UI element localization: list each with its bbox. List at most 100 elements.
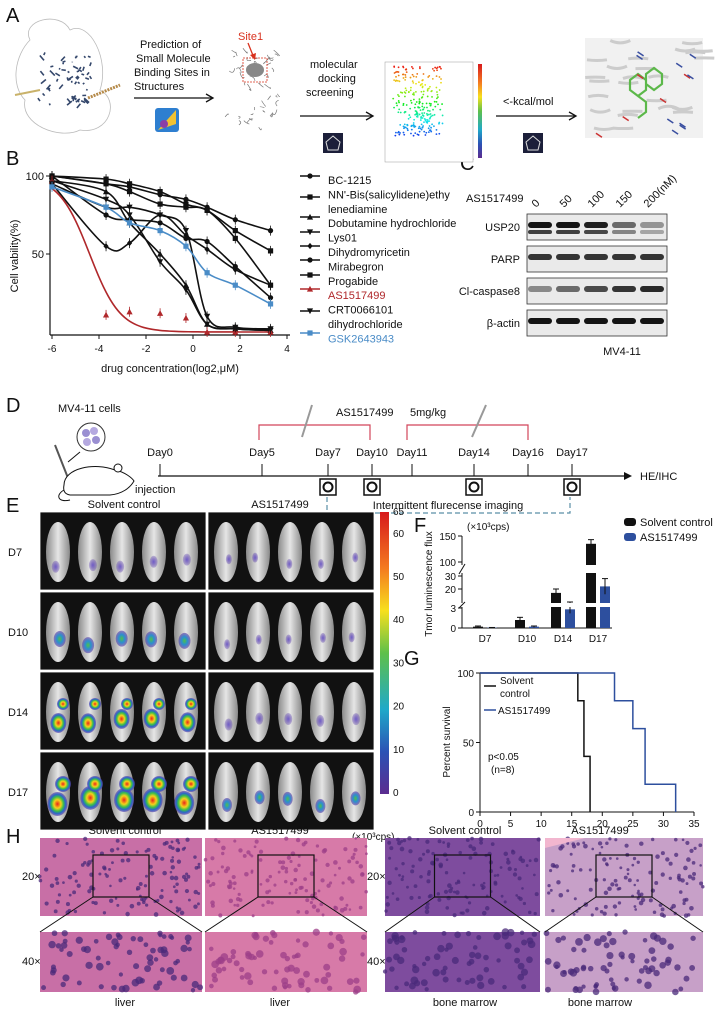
scatter-point — [410, 101, 413, 104]
cell-nucleus — [327, 942, 335, 950]
panel-label-b: B — [6, 148, 19, 170]
cell-nucleus — [610, 882, 615, 887]
cell-nucleus — [396, 837, 400, 842]
cell-nucleus — [215, 967, 223, 974]
cell-nucleus — [566, 889, 570, 893]
scatter-point — [427, 87, 430, 90]
mouse-silhouette — [246, 522, 270, 582]
camera-frame — [319, 478, 337, 496]
protein-helix — [76, 76, 80, 80]
b-legend-item-5: Mirabegron — [300, 257, 384, 273]
g-y-tick-label: 50 — [463, 739, 475, 750]
cell-nucleus — [343, 847, 348, 852]
cell-nucleus — [397, 956, 405, 965]
docking-ribbon — [589, 108, 611, 114]
cell-nucleus — [493, 932, 501, 941]
mouse-silhouette — [342, 682, 366, 742]
f-axis-break — [458, 565, 614, 573]
cell-nucleus — [619, 866, 623, 870]
scatter-point — [418, 98, 421, 101]
scatter-point — [393, 66, 396, 68]
cell-nucleus — [358, 905, 363, 910]
histology-image — [385, 932, 540, 992]
g-y-tick-label: 100 — [457, 669, 474, 680]
luminescence-signal — [185, 698, 197, 710]
protein-helix — [50, 65, 54, 68]
g-legend-label: control — [500, 689, 530, 700]
cell-nucleus — [294, 891, 298, 895]
structure-ribbon — [261, 100, 266, 107]
cell-nucleus — [93, 938, 99, 944]
cell-nucleus — [197, 902, 200, 906]
cell-nucleus — [627, 878, 632, 883]
cell-nucleus — [194, 865, 199, 870]
cell-nucleus — [170, 858, 175, 863]
cell-nucleus — [401, 861, 405, 866]
cell-nucleus — [87, 860, 92, 865]
cell-nucleus — [228, 881, 233, 886]
b-legend-item-0: BC-1215 — [300, 173, 371, 187]
cell-nucleus — [571, 946, 577, 953]
cell-nucleus — [57, 893, 62, 897]
b-data-point — [232, 235, 238, 241]
cell-nucleus — [111, 938, 119, 946]
cell-nucleus — [212, 976, 219, 983]
cell-nucleus — [350, 879, 355, 884]
cell-nucleus — [665, 857, 670, 862]
cell-nucleus — [445, 858, 449, 862]
protein-helix — [89, 75, 93, 80]
panel-g-survival-chart: Percent survival 0 50 100 0 5 10 15 20 25 30 35 Sol… — [442, 669, 700, 830]
scatter-point — [404, 110, 407, 113]
cell-nucleus — [464, 979, 470, 986]
g-n-label: (n=8) — [491, 765, 515, 776]
cell-nucleus — [507, 866, 512, 871]
scatter-point — [425, 102, 428, 105]
c-treatment-label: AS1517499 — [466, 193, 524, 205]
cell-nucleus — [75, 936, 83, 944]
cell-nucleus — [126, 858, 131, 863]
cell-nucleus — [673, 837, 678, 842]
b-data-point — [126, 239, 133, 247]
cell-nucleus — [552, 864, 556, 868]
cell-nucleus — [551, 909, 555, 913]
c-dose-label: 100 — [586, 189, 607, 210]
b-x-tick-label: 4 — [284, 344, 290, 355]
f-y-tick-label: 150 — [439, 532, 456, 543]
cell-nucleus — [667, 943, 674, 950]
scatter-point — [424, 84, 427, 86]
cell-nucleus — [248, 953, 255, 961]
cell-nucleus — [146, 954, 154, 962]
scatter-point — [423, 121, 425, 123]
cell-nucleus — [521, 939, 528, 946]
cell-nucleus — [427, 869, 431, 874]
scatter-point — [404, 95, 406, 98]
cell-nucleus — [468, 951, 476, 959]
cell-nucleus — [303, 877, 307, 881]
cell-nucleus — [352, 852, 356, 856]
scatter-point — [437, 103, 439, 106]
c-blot-row-3: β-actin — [487, 309, 668, 337]
cell-nucleus — [51, 930, 58, 937]
cell-nucleus — [442, 976, 449, 983]
g-pvalue: p<0.05 — [488, 752, 519, 763]
cell-nucleus — [255, 950, 264, 958]
cell-nucleus — [364, 889, 368, 894]
b-data-point — [126, 189, 133, 195]
cell-nucleus — [691, 876, 696, 881]
b-data-point — [126, 308, 133, 315]
cell-nucleus — [181, 847, 186, 851]
cell-nucleus — [87, 889, 92, 894]
mouse-silhouette — [46, 682, 70, 742]
cell-nucleus — [502, 984, 507, 990]
mouse-silhouette — [78, 602, 102, 662]
residue-stick — [659, 97, 667, 104]
cell-nucleus — [85, 842, 89, 846]
panel-label-d: D — [6, 395, 20, 417]
cell-nucleus — [153, 957, 159, 962]
structure-ribbon — [250, 113, 254, 116]
cell-nucleus — [251, 914, 255, 918]
cell-nucleus — [599, 909, 604, 914]
scatter-point — [430, 103, 432, 105]
cell-nucleus — [294, 878, 297, 882]
